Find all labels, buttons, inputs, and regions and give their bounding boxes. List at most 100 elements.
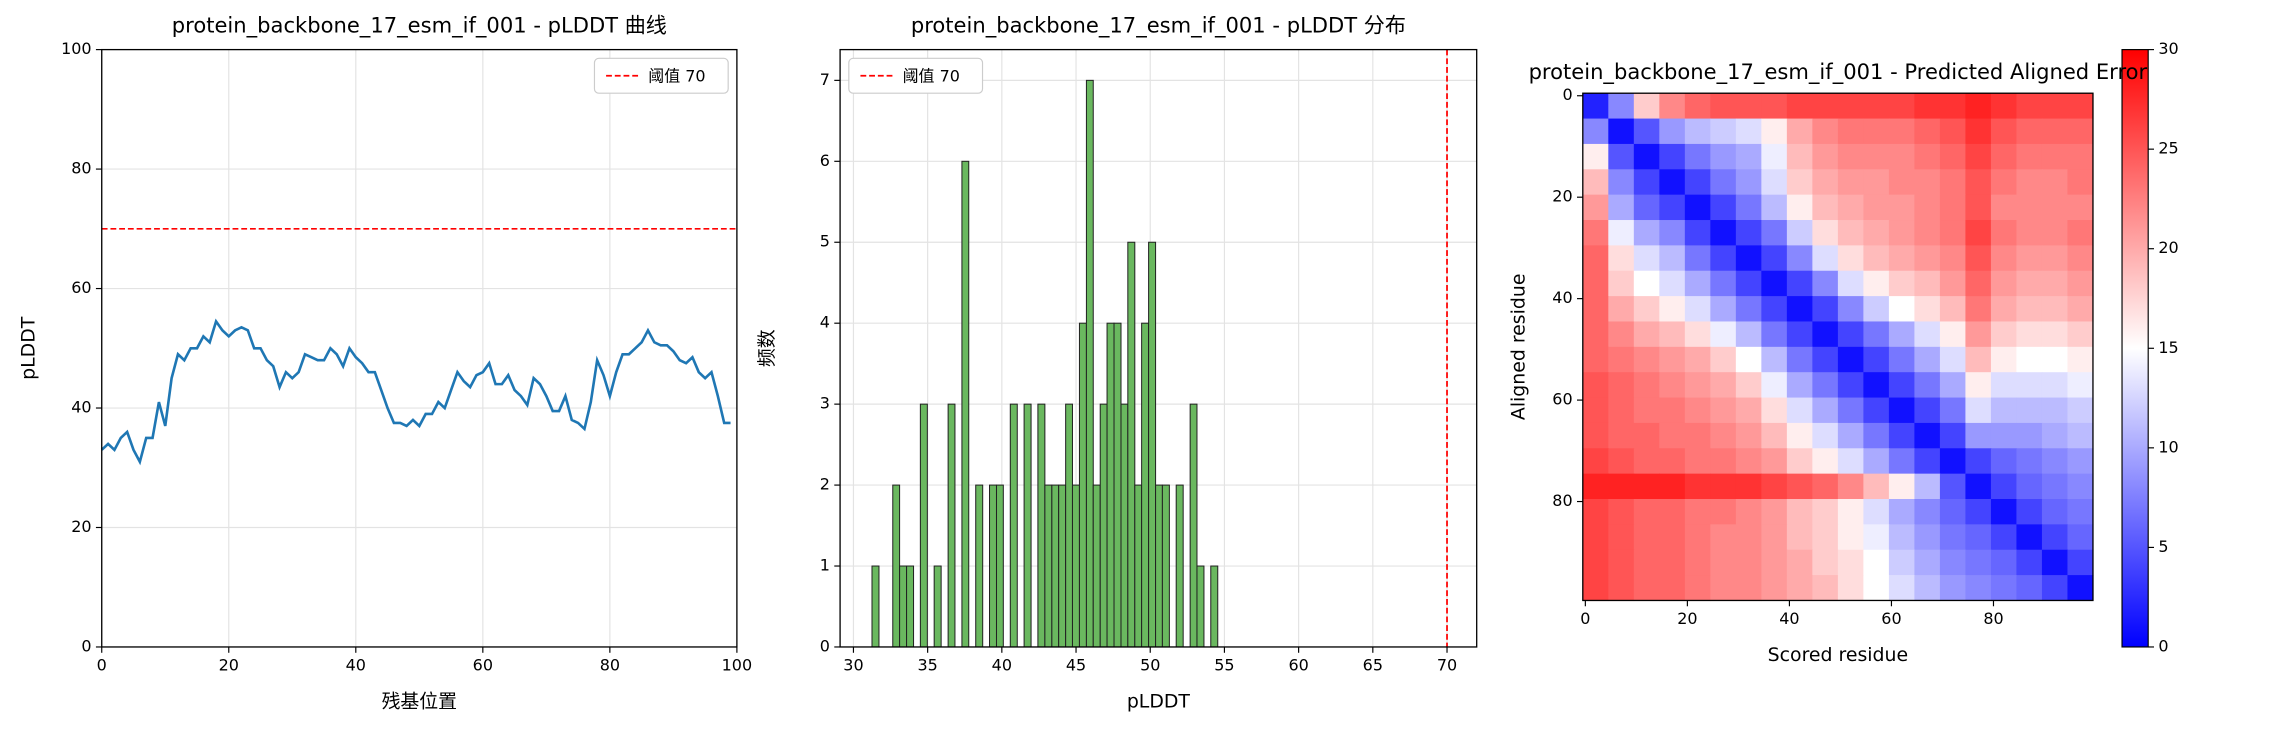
- heatmap-cell: [1710, 169, 1737, 196]
- bar: [1037, 403, 1046, 648]
- heatmap-cell: [1888, 422, 1915, 449]
- heatmap-cell: [2067, 448, 2094, 475]
- heatmap-cell: [1608, 473, 1635, 500]
- heatmap-cell: [1888, 270, 1915, 297]
- heatmap-cell: [1914, 448, 1941, 475]
- heatmap-cell: [1761, 118, 1788, 145]
- x-tick-label: 20: [1677, 609, 1697, 628]
- heatmap-cell: [1863, 549, 1890, 576]
- heatmap-cell: [1863, 524, 1890, 551]
- heatmap-cell: [1608, 575, 1635, 602]
- heatmap-cell: [1633, 296, 1660, 323]
- heatmap-cell: [1837, 220, 1864, 246]
- heatmap-cell: [1888, 499, 1915, 525]
- heatmap-cell: [1812, 169, 1839, 196]
- heatmap-cell: [1888, 397, 1915, 424]
- heatmap-cell: [1888, 524, 1915, 551]
- heatmap-cell: [1863, 321, 1890, 348]
- heatmap-cell: [2016, 422, 2043, 449]
- heatmap-cell: [1659, 296, 1686, 323]
- x-tick-label: 35: [917, 655, 937, 674]
- heatmap-cell: [1582, 169, 1609, 196]
- heatmap-cell: [1761, 321, 1788, 348]
- y-tick-label: 20: [71, 517, 91, 536]
- heatmap-cell: [1659, 245, 1686, 272]
- heatmap-cell: [1684, 321, 1711, 348]
- heatmap-cell: [1812, 220, 1839, 246]
- heatmap-cell: [1633, 372, 1660, 399]
- heatmap-cell: [1786, 270, 1813, 297]
- bar: [871, 565, 880, 648]
- heatmap-cell: [1735, 524, 1762, 551]
- heatmap-cell: [1582, 524, 1609, 551]
- heatmap-cell: [2067, 524, 2094, 551]
- heatmap-cell: [1659, 397, 1686, 424]
- heatmap-cell: [1684, 220, 1711, 246]
- heatmap-cell: [1582, 143, 1609, 170]
- heatmap-cell: [1914, 194, 1941, 221]
- heatmap-cell: [1786, 499, 1813, 525]
- heatmap-cell: [2067, 93, 2094, 120]
- bar: [919, 403, 928, 648]
- heatmap-cell: [1582, 397, 1609, 424]
- heatmap-cell: [1710, 245, 1737, 272]
- heatmap-cell: [1582, 270, 1609, 297]
- bar: [1071, 484, 1080, 648]
- heatmap-cell: [1914, 524, 1941, 551]
- heatmap-cell: [2067, 321, 2094, 348]
- heatmap-cell: [1914, 575, 1941, 602]
- heatmap-cell: [1659, 473, 1686, 500]
- bar: [1106, 322, 1115, 648]
- heatmap-cell: [2016, 448, 2043, 475]
- heatmap-cell: [1863, 220, 1890, 246]
- colorbar-tick-label: 10: [2158, 437, 2178, 456]
- heatmap-cell: [1582, 321, 1609, 348]
- bar: [1134, 484, 1143, 648]
- heatmap-cell: [1863, 372, 1890, 399]
- heatmap-cell: [2041, 220, 2069, 246]
- heatmap-cell: [1735, 397, 1762, 424]
- heatmap-cell: [1633, 346, 1660, 373]
- y-tick-label: 5: [820, 232, 830, 251]
- heatmap-cell: [1990, 296, 2018, 323]
- heatmap-cell: [1837, 270, 1864, 297]
- heatmap-cell: [1608, 143, 1635, 170]
- heatmap-cell: [1888, 448, 1915, 475]
- heatmap-cell: [1837, 93, 1864, 120]
- y-tick-label: 4: [820, 313, 830, 332]
- heatmap-cell: [2041, 499, 2069, 525]
- heatmap-cell: [1914, 270, 1941, 297]
- heatmap-cell: [1990, 473, 2018, 500]
- heatmap-cell: [1812, 473, 1839, 500]
- heatmap-cell: [1761, 397, 1788, 424]
- heatmap-cell: [1990, 194, 2018, 221]
- bar: [1127, 241, 1136, 648]
- bar: [1058, 484, 1067, 648]
- heatmap-cell: [1786, 372, 1813, 399]
- heatmap-cell: [1914, 346, 1941, 373]
- x-tick-label: 45: [1066, 655, 1086, 674]
- heatmap-cell: [1633, 245, 1660, 272]
- heatmap-cell: [1812, 270, 1839, 297]
- heatmap-cell: [1914, 245, 1941, 272]
- heatmap-cell: [1659, 118, 1686, 145]
- heatmap-cell: [2041, 194, 2069, 221]
- heatmap-cell: [1812, 372, 1839, 399]
- heatmap-cell: [1812, 499, 1839, 525]
- heatmap-cell: [1735, 473, 1762, 500]
- heatmap-cell: [1684, 372, 1711, 399]
- heatmap-cell: [1633, 397, 1660, 424]
- heatmap-cell: [1990, 372, 2018, 399]
- heatmap-cell: [2041, 296, 2069, 323]
- heatmap-cell: [1837, 575, 1864, 602]
- y-tick-label: 80: [1552, 491, 1572, 510]
- heatmap-cell: [1684, 473, 1711, 500]
- bar: [1078, 322, 1087, 648]
- x-tick-label: 40: [1779, 609, 1799, 628]
- y-tick-label: 0: [1562, 85, 1572, 104]
- bar: [933, 565, 942, 648]
- heatmap-cell: [1888, 93, 1915, 120]
- bar: [1099, 403, 1108, 648]
- heatmap-cell: [1965, 143, 1992, 170]
- heatmap-cell: [1608, 220, 1635, 246]
